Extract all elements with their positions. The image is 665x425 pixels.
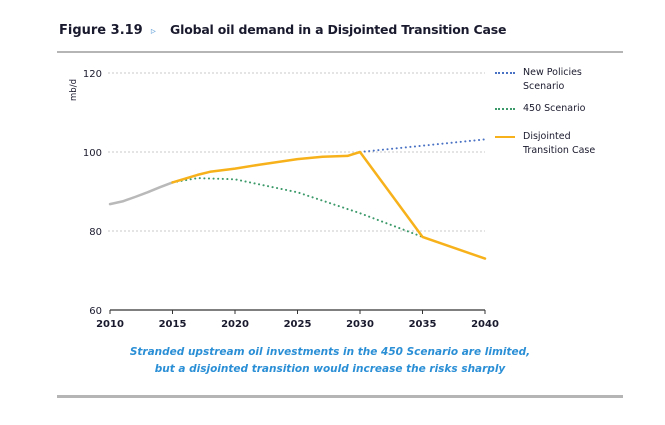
- arrow-icon: ▹: [150, 26, 156, 37]
- x-tick-label: 2010: [96, 319, 124, 330]
- x-tick-label: 2025: [284, 319, 312, 330]
- series-historical: [108, 181, 174, 206]
- caption-line-2: but a disjointed transition would increa…: [154, 363, 506, 375]
- y-tick-label: 60: [89, 306, 102, 317]
- legend-swatch-new-policies: [495, 72, 515, 74]
- y-tick-label: 100: [83, 148, 102, 159]
- axes: 60 80 100 120 2010 2015 2020 2025 2030 2035 2040: [83, 69, 499, 330]
- bottom-rule: [57, 395, 623, 398]
- legend-item-450: 450 Scenario: [495, 102, 595, 116]
- legend-label: New Policies: [523, 67, 582, 78]
- top-rule: [57, 51, 623, 53]
- legend-label: 450 Scenario: [523, 103, 586, 114]
- legend-item-new-policies: New Policies Scenario: [495, 66, 595, 94]
- caption-line-1: Stranded upstream oil investments in the…: [129, 346, 531, 358]
- x-tick-label: 2020: [221, 319, 249, 330]
- legend-item-disjointed: Disjointed Transition Case: [495, 130, 595, 158]
- x-tick-label: 2040: [471, 319, 499, 330]
- series-lines: [108, 138, 487, 260]
- figure-caption: Stranded upstream oil investments in the…: [110, 344, 550, 378]
- figure-number: Figure 3.19: [59, 23, 143, 38]
- y-tick-label: 120: [83, 69, 102, 80]
- series-new-policies-scenario: [359, 138, 486, 153]
- legend-label: Transition Case: [523, 145, 596, 156]
- legend-swatch-450: [495, 108, 515, 110]
- y-tick-label: 80: [89, 227, 102, 238]
- legend-swatch-disjointed: [495, 136, 515, 138]
- legend: New Policies Scenario 450 Scenario Disjo…: [495, 66, 595, 166]
- x-tick-label: 2015: [159, 319, 187, 330]
- legend-label: Disjointed: [523, 131, 571, 142]
- legend-label: Scenario: [523, 81, 565, 92]
- figure-title-text: Global oil demand in a Disjointed Transi…: [170, 22, 507, 37]
- x-tick-label: 2030: [346, 319, 374, 330]
- figure-title: Figure 3.19 ▹ Global oil demand in a Dis…: [59, 22, 506, 38]
- series-disjointed-transition-case: [171, 150, 487, 260]
- gridlines: [108, 72, 485, 232]
- x-tick-label: 2035: [409, 319, 437, 330]
- y-axis-label: mb/d: [69, 79, 79, 101]
